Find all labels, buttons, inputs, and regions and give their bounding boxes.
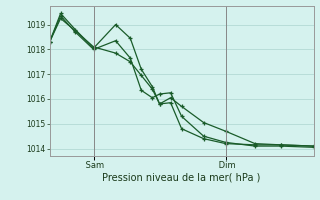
X-axis label: Pression niveau de la mer( hPa ): Pression niveau de la mer( hPa ): [102, 173, 261, 183]
